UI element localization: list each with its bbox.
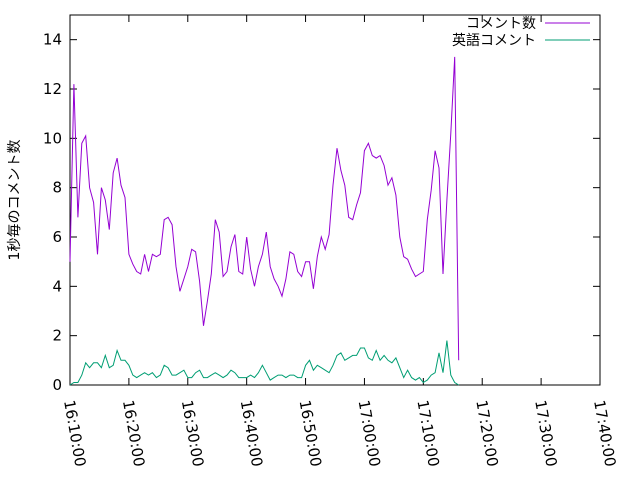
x-tick-label: 17:40:00 [590,399,619,468]
x-tick-label: 17:10:00 [413,399,442,468]
x-tick-label: 16:10:00 [60,399,89,468]
legend-label-1: コメント数 [466,16,536,32]
series-layer [69,56,460,386]
x-tick-label: 16:40:00 [237,399,266,468]
x-tick-label: 16:20:00 [119,399,148,468]
y-tick-label: 14 [43,31,62,49]
y-tick-label: 4 [52,277,62,295]
y-tick-label: 0 [52,376,62,394]
x-tick-label: 17:30:00 [531,399,560,468]
x-axis: 16:10:00 16:20:00 16:30:00 16:40:00 16:50:00… [60,15,619,468]
legend-label-2: 英語コメント [452,32,536,49]
y-tick-label: 8 [52,179,62,197]
y-axis-label: 1秒毎のコメント数 [7,140,23,261]
x-tick-label: 16:30:00 [178,399,207,468]
x-tick-label: 17:20:00 [472,399,501,468]
series-line-2 [69,340,459,386]
x-tick-label: 17:00:00 [355,399,384,468]
plot-frame [69,14,601,386]
x-tick-label: 16:50:00 [296,399,325,468]
y-tick-label: 10 [43,129,62,147]
y-tick-label: 6 [52,228,62,246]
series-line-1 [69,56,460,361]
y-tick-label: 12 [43,80,62,98]
y-tick-label: 2 [52,327,62,345]
